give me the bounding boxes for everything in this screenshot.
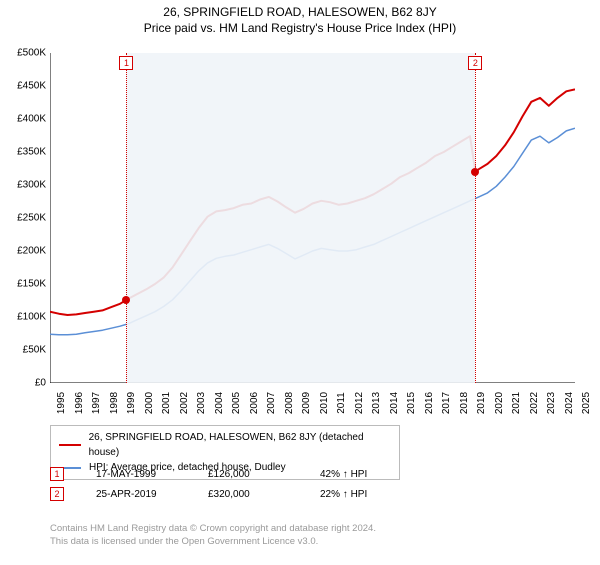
x-tick-label: 2004: [208, 392, 225, 414]
y-tick-label: £450K: [17, 81, 50, 92]
y-tick-label: £250K: [17, 213, 50, 224]
x-tick-label: 2012: [348, 392, 365, 414]
sale-hpi-delta: 42% ↑ HPI: [320, 469, 400, 480]
x-tick-label: 2015: [400, 392, 417, 414]
sale-date: 17-MAY-1999: [96, 469, 176, 480]
x-tick-label: 2020: [488, 392, 505, 414]
sale-id-box: 1: [50, 467, 64, 481]
x-tick-label: 2016: [418, 392, 435, 414]
x-tick-label: 2001: [155, 392, 172, 414]
x-tick-label: 2014: [383, 392, 400, 414]
chart-subtitle: Price paid vs. HM Land Registry's House …: [0, 21, 600, 35]
x-tick-label: 2000: [138, 392, 155, 414]
x-tick-label: 2006: [243, 392, 260, 414]
sale-marker-label: 2: [468, 56, 482, 70]
x-tick-label: 2025: [575, 392, 592, 414]
x-tick-label: 2011: [330, 392, 347, 414]
sale-marker-line: [126, 53, 127, 383]
sale-marker-dot: [122, 296, 130, 304]
x-tick-label: 1998: [103, 392, 120, 414]
x-tick-label: 2022: [523, 392, 540, 414]
sale-row: 2 25-APR-2019 £320,000 22% ↑ HPI: [50, 487, 400, 501]
y-tick-label: £100K: [17, 312, 50, 323]
y-tick-label: £150K: [17, 279, 50, 290]
x-tick-label: 2024: [558, 392, 575, 414]
sale-price: £320,000: [208, 489, 288, 500]
sale-marker-line: [475, 53, 476, 383]
x-tick-label: 2023: [540, 392, 557, 414]
x-tick-label: 2017: [435, 392, 452, 414]
x-tick-label: 2005: [225, 392, 242, 414]
x-tick-label: 1995: [50, 392, 67, 414]
x-tick-label: 2019: [470, 392, 487, 414]
x-tick-label: 1996: [68, 392, 85, 414]
sale-row: 1 17-MAY-1999 £126,000 42% ↑ HPI: [50, 467, 400, 481]
x-tick-label: 2018: [453, 392, 470, 414]
x-tick-label: 2002: [173, 392, 190, 414]
y-tick-label: £400K: [17, 114, 50, 125]
sales-table: 1 17-MAY-1999 £126,000 42% ↑ HPI 2 25-APR-201…: [50, 467, 400, 507]
x-tick-label: 2003: [190, 392, 207, 414]
x-tick-label: 1999: [120, 392, 137, 414]
y-tick-label: £350K: [17, 147, 50, 158]
y-tick-label: £500K: [17, 48, 50, 59]
license-line-2: This data is licensed under the Open Gov…: [50, 536, 376, 549]
x-tick-label: 1997: [85, 392, 102, 414]
license-text: Contains HM Land Registry data © Crown c…: [50, 523, 376, 549]
sale-marker-dot: [471, 168, 479, 176]
legend-swatch: [59, 444, 81, 446]
ownership-shade: [126, 53, 475, 383]
x-tick-label: 2007: [260, 392, 277, 414]
y-tick-label: £50K: [23, 345, 50, 356]
chart-title: 26, SPRINGFIELD ROAD, HALESOWEN, B62 8JY: [0, 5, 600, 19]
legend-label: 26, SPRINGFIELD ROAD, HALESOWEN, B62 8JY…: [89, 430, 391, 460]
x-tick-label: 2010: [313, 392, 330, 414]
x-tick-label: 2009: [295, 392, 312, 414]
legend-item: 26, SPRINGFIELD ROAD, HALESOWEN, B62 8JY…: [59, 430, 391, 460]
x-tick-label: 2008: [278, 392, 295, 414]
license-line-1: Contains HM Land Registry data © Crown c…: [50, 523, 376, 536]
chart-plot-area: 12 £0£50K£100K£150K£200K£250K£300K£350K£…: [50, 53, 575, 383]
sale-id-box: 2: [50, 487, 64, 501]
x-tick-label: 2013: [365, 392, 382, 414]
y-tick-label: £200K: [17, 246, 50, 257]
y-tick-label: £0: [35, 378, 50, 389]
sale-price: £126,000: [208, 469, 288, 480]
sale-hpi-delta: 22% ↑ HPI: [320, 489, 400, 500]
x-tick-label: 2021: [505, 392, 522, 414]
sale-marker-label: 1: [119, 56, 133, 70]
sale-date: 25-APR-2019: [96, 489, 176, 500]
y-tick-label: £300K: [17, 180, 50, 191]
